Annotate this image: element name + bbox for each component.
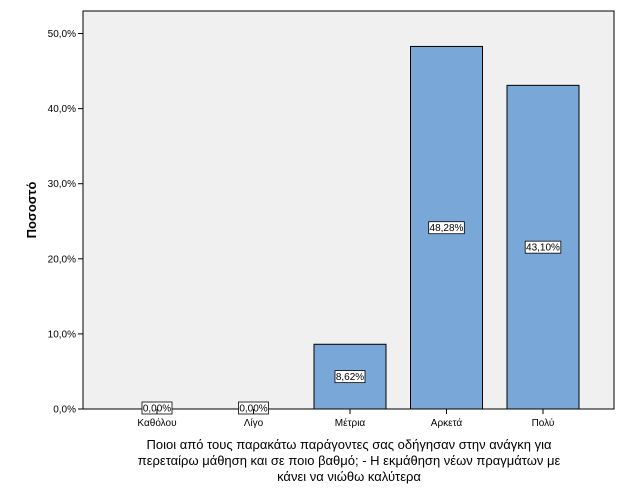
x-axis-title-line-1: Ποιοι από τους παρακάτω παράγοντες σας ο… bbox=[146, 437, 552, 452]
x-axis-title-line-3: κάνει να νιώθω καλύτερα bbox=[277, 469, 421, 484]
data-label-box bbox=[334, 370, 366, 384]
x-axis-title-line-2: περεταίρω μάθηση και σε ποιο βαθμό; - Η … bbox=[138, 453, 561, 468]
x-tick-label: Αρκετά bbox=[431, 417, 463, 429]
y-tick-label: 50,0% bbox=[48, 29, 76, 40]
y-tick-label: 10,0% bbox=[48, 329, 76, 340]
x-axis: Καθόλου Λίγο Μέτρια Αρκετά Πολύ bbox=[137, 409, 554, 429]
y-axis-title: Ποσοστό bbox=[24, 182, 39, 239]
data-label: 48,28% bbox=[430, 223, 464, 234]
x-tick-label: Πολύ bbox=[532, 417, 555, 429]
x-tick-label: Καθόλου bbox=[137, 417, 176, 429]
y-tick-label: 40,0% bbox=[48, 104, 76, 115]
x-tick-label: Λίγο bbox=[244, 417, 264, 429]
data-label: 43,10% bbox=[526, 243, 560, 254]
y-tick-label: 20,0% bbox=[48, 254, 76, 265]
x-tick-label: Μέτρια bbox=[335, 417, 366, 429]
data-label-box bbox=[524, 240, 562, 254]
y-tick-label: 0,0% bbox=[53, 405, 76, 416]
data-label-box bbox=[428, 221, 465, 235]
y-axis: 0,0% 10,0% 20,0% 30,0% 40,0% 50,0% bbox=[48, 29, 83, 416]
y-tick-label: 30,0% bbox=[48, 179, 76, 190]
data-label: 8,62% bbox=[336, 372, 364, 383]
